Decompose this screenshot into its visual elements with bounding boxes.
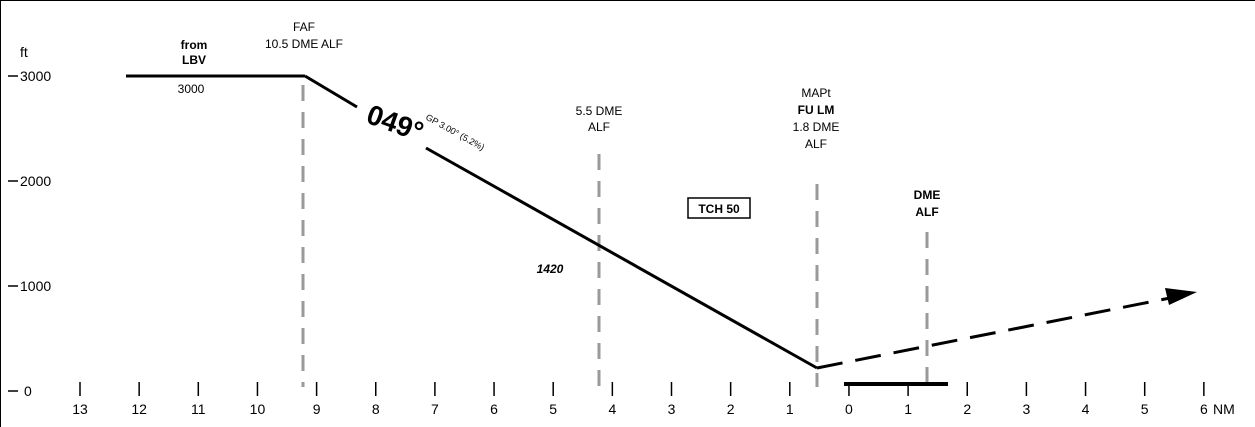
tch-box — [687, 197, 751, 219]
altitude-tick-label: 2000 — [20, 173, 51, 189]
mapt-station-label: ALF — [805, 137, 827, 151]
distance-tick-label: 3 — [668, 401, 676, 417]
mapt-label: MAPt — [801, 86, 831, 100]
distance-tick-label: 8 — [372, 401, 380, 417]
distance-tick-label: 0 — [845, 401, 853, 417]
altitude-tick-label: 0 — [24, 383, 32, 399]
tch-label: TCH 50 — [698, 202, 740, 216]
glide-path-label: GP 3.00° (5.2%) — [424, 112, 486, 152]
course-label: 049° — [363, 99, 428, 148]
from-fix-label: LBV — [182, 53, 206, 67]
distance-axis: NM 13 12 11 10 9 8 7 6 5 4 3 2 1 0 1 2 3 4 5 6 — [72, 382, 1235, 417]
distance-tick-label: 12 — [131, 401, 147, 417]
distance-tick-label: 6 — [1200, 401, 1208, 417]
faf-label: FAF — [293, 20, 315, 34]
mapt-distance-label: 1.8 DME — [793, 120, 840, 134]
distance-unit-label: NM — [1213, 401, 1235, 417]
distance-tick-label: 13 — [72, 401, 88, 417]
distance-tick-label: 1 — [904, 401, 912, 417]
faf-distance-label: 10.5 DME ALF — [265, 37, 343, 51]
altitude-unit-label: ft — [20, 44, 28, 60]
altitude-axis: ft 3000 2000 1000 0 — [8, 44, 51, 399]
initial-altitude-label: 3000 — [178, 82, 205, 96]
glide-path-segment — [425, 146, 818, 370]
distance-tick-label: 5 — [1141, 401, 1149, 417]
mapt-name-label: FU LM — [798, 103, 835, 117]
glide-path-upper-segment — [304, 74, 358, 109]
distance-tick-label: 10 — [250, 401, 266, 417]
altitude-tick-label: 1000 — [20, 278, 51, 294]
stepdown-fix-label: 5.5 DME — [576, 104, 623, 118]
dme-fix-label: DME — [914, 188, 941, 202]
distance-tick-label: 7 — [431, 401, 439, 417]
distance-tick-label: 9 — [313, 401, 321, 417]
distance-tick-label: 5 — [549, 401, 557, 417]
distance-tick-label: 4 — [608, 401, 616, 417]
distance-tick-label: 6 — [490, 401, 498, 417]
missed-approach-path — [816, 296, 1171, 370]
missed-approach-arrowhead — [1165, 288, 1197, 305]
altitude-tick-label: 3000 — [20, 68, 51, 84]
from-prefix-label: from — [181, 38, 208, 52]
distance-tick-label: 4 — [1082, 401, 1090, 417]
distance-tick-label: 2 — [963, 401, 971, 417]
stepdown-altitude-label: 1420 — [537, 262, 564, 276]
stepdown-fix-station-label: ALF — [588, 120, 610, 134]
distance-tick-label: 11 — [191, 401, 206, 417]
distance-tick-label: 3 — [1023, 401, 1031, 417]
distance-tick-label: 1 — [786, 401, 794, 417]
dme-fix-station-label: ALF — [915, 205, 938, 219]
distance-tick-label: 2 — [727, 401, 735, 417]
